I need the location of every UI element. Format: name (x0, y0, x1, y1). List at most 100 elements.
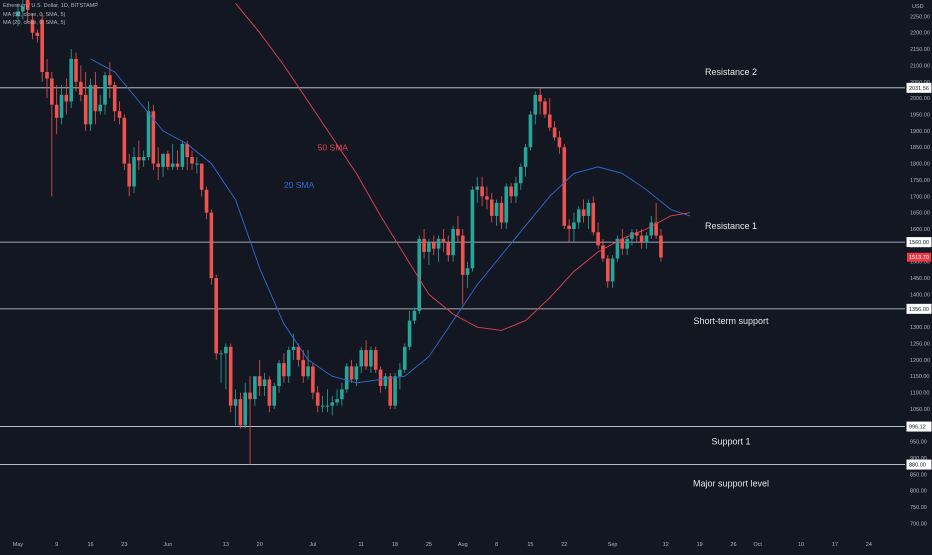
candle-body (610, 258, 615, 282)
candle-body (359, 350, 364, 367)
candle-body (83, 94, 88, 125)
candle-body (538, 94, 542, 102)
y-tick-label: 2200.00 (910, 31, 930, 37)
x-tick-label: 10 (798, 542, 804, 548)
candle-body (567, 225, 571, 230)
level-badge (906, 459, 932, 470)
level-badge (906, 303, 932, 314)
level-label: Short-term support (693, 316, 769, 326)
x-tick-label: 13 (223, 542, 229, 548)
candle-body (499, 202, 504, 223)
candle-body (127, 163, 131, 187)
candle-body (296, 346, 301, 360)
candle-body (659, 235, 663, 258)
candle-body (644, 235, 649, 243)
candle-body (489, 199, 494, 216)
candle-body (601, 245, 605, 259)
candle-body (398, 369, 402, 377)
candle-body (112, 85, 117, 112)
candle-body (137, 157, 141, 161)
candle-body (156, 163, 160, 167)
series-label: 20 SMA (284, 180, 315, 190)
candle-body (596, 232, 600, 246)
candle-body (214, 278, 219, 354)
y-tick-label: 1900.00 (910, 129, 930, 135)
y-tick-label: 1250.00 (910, 342, 930, 348)
candle-body (514, 183, 518, 197)
candle-body (315, 392, 320, 406)
y-tick-label: 800.00 (910, 489, 927, 495)
series-label: 50 SMA (318, 142, 349, 152)
level-badge-label: 2031.56 (909, 86, 929, 92)
y-tick-label: 1700.00 (910, 194, 930, 200)
candle-body (378, 369, 383, 387)
candle-body (625, 238, 629, 249)
candle-body (649, 222, 654, 236)
candle-body (40, 19, 44, 72)
candle-body (605, 258, 610, 282)
candle-body (630, 232, 634, 239)
candle-body (485, 196, 489, 200)
level-badge (906, 237, 932, 248)
candle-body (103, 75, 107, 105)
candle-body (528, 114, 533, 148)
candle-body (465, 268, 470, 275)
candle-body (161, 153, 165, 167)
candle-body (185, 143, 189, 158)
candle-body (344, 366, 349, 390)
candle-body (523, 147, 528, 167)
candle-body (620, 238, 625, 249)
candle-body (25, 0, 30, 10)
x-tick-label: Jul (309, 542, 316, 548)
candle-body (170, 163, 175, 167)
y-tick-label: 1650.00 (910, 211, 930, 217)
axis-currency-label: USD (912, 4, 924, 10)
y-tick-label: 850.00 (910, 472, 927, 478)
y-tick-label: 1100.00 (910, 391, 929, 397)
x-tick-label: Aug (458, 542, 468, 548)
candle-body (64, 94, 69, 102)
candle-body (195, 163, 199, 165)
y-tick-label: 2000.00 (910, 96, 930, 102)
candle-body (69, 58, 73, 102)
candle-body (16, 11, 20, 17)
candle-body (586, 202, 591, 216)
y-tick-label: 1300.00 (910, 325, 930, 331)
candle-body (388, 376, 393, 406)
candle-body (456, 229, 460, 236)
y-tick-label: 1850.00 (910, 145, 930, 151)
candle-body (132, 157, 136, 187)
ma-line-20-sma (90, 58, 691, 384)
x-tick-label: 19 (697, 542, 703, 548)
y-tick-label: 1950.00 (910, 113, 930, 119)
candle-body (175, 163, 180, 167)
ma-line-50-sma (235, 3, 691, 331)
candle-body (204, 189, 209, 213)
candle-body (243, 392, 248, 426)
candle-body (50, 78, 54, 105)
candle-body (407, 320, 412, 347)
candle-body (306, 366, 310, 377)
candle-body (576, 209, 581, 223)
candle-body (369, 350, 373, 367)
candle-body (253, 376, 257, 400)
candle-body (88, 85, 93, 125)
x-tick-label: 23 (121, 542, 127, 548)
candle-body (547, 114, 552, 128)
level-badge-label: 1356.00 (909, 307, 929, 313)
y-tick-label: 1450.00 (910, 276, 930, 282)
candle-body (441, 238, 446, 243)
x-tick-label: 25 (426, 542, 432, 548)
candle-body (431, 242, 436, 249)
candle-body (509, 186, 513, 197)
y-tick-label: 1200.00 (910, 358, 930, 364)
y-tick-label: 1500.00 (910, 260, 930, 266)
candle-body (54, 104, 59, 118)
candle-body (35, 32, 40, 36)
y-tick-label: 900.00 (910, 456, 927, 462)
candle-body (330, 402, 335, 406)
x-tick-label: 22 (561, 542, 567, 548)
x-tick-label: Oct (753, 542, 762, 548)
